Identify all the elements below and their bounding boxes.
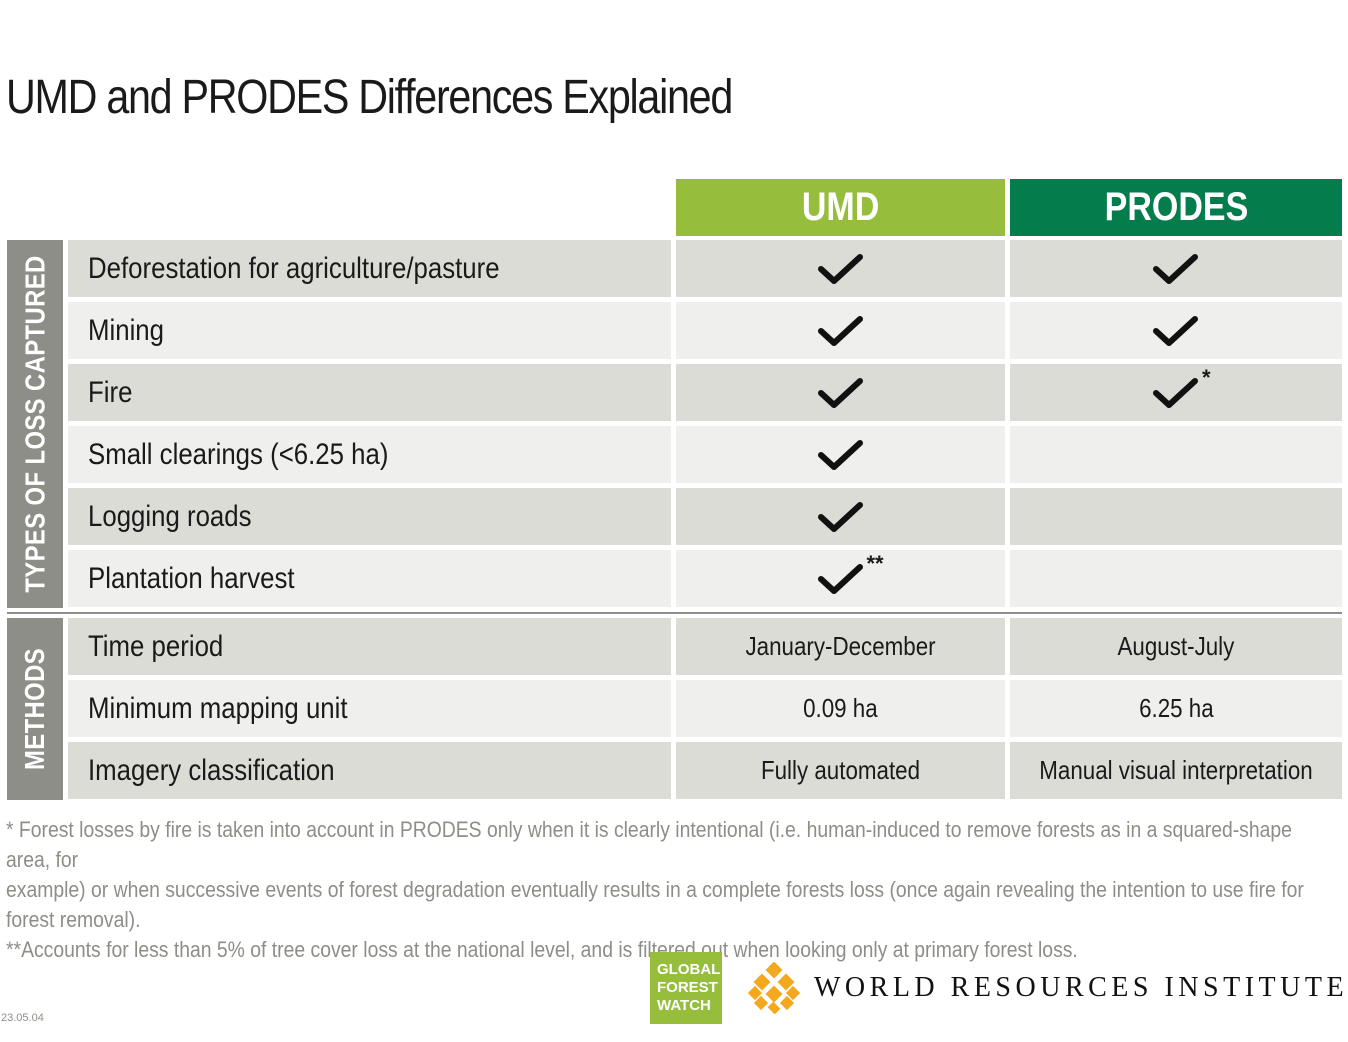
check-icon bbox=[1152, 311, 1200, 351]
umd-cell bbox=[676, 302, 1005, 359]
footnotes: * Forest losses by fire is taken into ac… bbox=[6, 815, 1326, 965]
prodes-cell bbox=[1010, 550, 1342, 607]
section-label-methods: METHODS bbox=[7, 618, 63, 800]
umd-cell: ** bbox=[676, 550, 1005, 607]
footnote-line: **Accounts for less than 5% of tree cove… bbox=[6, 937, 1078, 962]
prodes-cell bbox=[1010, 488, 1342, 545]
section-label-types: TYPES OF LOSS CAPTURED bbox=[7, 240, 63, 608]
row-label: Imagery classification bbox=[68, 742, 671, 799]
umd-cell bbox=[676, 240, 1005, 297]
prodes-cell: * bbox=[1010, 364, 1342, 421]
umd-cell: 0.09 ha bbox=[676, 680, 1005, 737]
check-icon bbox=[817, 249, 865, 289]
page-title: UMD and PRODES Differences Explained bbox=[6, 71, 733, 124]
row-label: Small clearings (<6.25 ha) bbox=[68, 426, 671, 483]
section-divider bbox=[7, 612, 1342, 614]
row-label: Minimum mapping unit bbox=[68, 680, 671, 737]
check-icon bbox=[817, 311, 865, 351]
version-label: 23.05.04 bbox=[1, 1012, 44, 1024]
check-icon bbox=[817, 373, 865, 413]
umd-cell bbox=[676, 364, 1005, 421]
footnote-marker: * bbox=[1202, 364, 1211, 390]
gfw-logo-text: FOREST bbox=[657, 979, 718, 996]
row-label: Plantation harvest bbox=[68, 550, 671, 607]
prodes-cell: Manual visual interpretation bbox=[1010, 742, 1342, 799]
check-icon: * bbox=[1152, 365, 1211, 413]
footnote-line: example) or when successive events of fo… bbox=[6, 877, 1304, 902]
row-label: Logging roads bbox=[68, 488, 671, 545]
footnote-marker: ** bbox=[866, 550, 884, 576]
footnote-line: forest removal). bbox=[6, 907, 141, 932]
wri-lattice-icon bbox=[747, 961, 801, 1019]
gfw-logo-text: WATCH bbox=[657, 997, 711, 1014]
row-label: Time period bbox=[68, 618, 671, 675]
check-icon: ** bbox=[817, 551, 884, 599]
row-label: Fire bbox=[68, 364, 671, 421]
footnote-line: * Forest losses by fire is taken into ac… bbox=[6, 817, 1292, 872]
umd-cell: Fully automated bbox=[676, 742, 1005, 799]
gfw-logo: GLOBAL FOREST WATCH bbox=[650, 952, 722, 1024]
prodes-cell bbox=[1010, 302, 1342, 359]
column-header-umd: UMD bbox=[676, 179, 1005, 236]
check-icon bbox=[817, 497, 865, 537]
umd-cell: January-December bbox=[676, 618, 1005, 675]
row-label: Mining bbox=[68, 302, 671, 359]
gfw-logo-text: GLOBAL bbox=[657, 961, 721, 978]
umd-cell bbox=[676, 426, 1005, 483]
column-header-prodes: PRODES bbox=[1010, 179, 1342, 236]
umd-cell bbox=[676, 488, 1005, 545]
wri-logo-text: WORLD RESOURCES INSTITUTE bbox=[814, 972, 1348, 1003]
check-icon bbox=[817, 435, 865, 475]
prodes-cell: 6.25 ha bbox=[1010, 680, 1342, 737]
prodes-cell bbox=[1010, 240, 1342, 297]
row-label: Deforestation for agriculture/pasture bbox=[68, 240, 671, 297]
prodes-cell: August-July bbox=[1010, 618, 1342, 675]
check-icon bbox=[1152, 249, 1200, 289]
prodes-cell bbox=[1010, 426, 1342, 483]
